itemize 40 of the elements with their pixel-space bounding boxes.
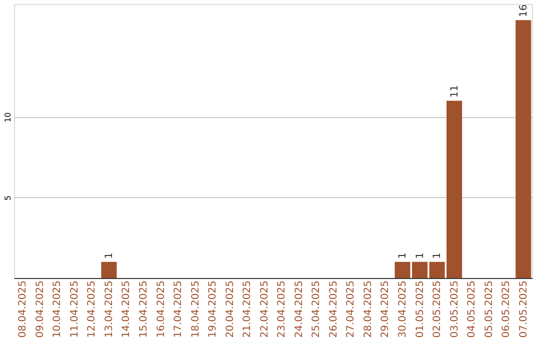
x-tick-label: 08.04.2025	[18, 280, 29, 338]
y-tick-label: 10	[4, 112, 12, 122]
x-tick-label: 22.04.2025	[259, 280, 270, 338]
x-tick-label: 24.04.2025	[294, 280, 305, 338]
x-tick-label: 10.04.2025	[52, 280, 64, 338]
x-tick-label: 02.05.2025	[432, 280, 444, 338]
x-tick-label: 05.05.2025	[484, 280, 495, 338]
x-tick-label: 27.04.2025	[346, 280, 357, 338]
x-tick-label: 17.04.2025	[173, 280, 184, 338]
x-tick-label: 13.04.2025	[104, 280, 115, 338]
x-tick-label: 12.04.2025	[86, 280, 98, 338]
x-tick-label: 19.04.2025	[208, 280, 219, 338]
data-label: 1	[414, 252, 426, 259]
data-label: 11	[449, 84, 460, 98]
x-tick-label: 14.04.2025	[121, 280, 132, 338]
x-tick-label: 15.04.2025	[138, 280, 150, 338]
data-label: 1	[104, 252, 115, 259]
bar	[101, 262, 117, 278]
x-tick-label: 06.05.2025	[501, 280, 512, 338]
x-tick-label: 16.04.2025	[156, 280, 167, 338]
x-tick-label: 07.05.2025	[518, 280, 530, 338]
x-tick-label: 28.04.2025	[362, 280, 374, 338]
x-tick-label: 09.04.2025	[34, 280, 46, 338]
x-tick-label: 18.04.2025	[190, 280, 202, 338]
x-tick-label: 03.05.2025	[449, 280, 460, 338]
x-tick-label: 01.05.2025	[414, 280, 426, 338]
x-tick-label: 25.04.2025	[311, 280, 322, 338]
y-tick-label: 5	[4, 195, 12, 200]
data-label: 1	[432, 252, 444, 259]
x-tick-label: 29.04.2025	[380, 280, 392, 338]
x-tick-label: 21.04.2025	[242, 280, 254, 338]
x-tick-label: 26.04.2025	[328, 280, 340, 338]
x-tick-label: 04.05.2025	[466, 280, 478, 338]
x-tick-label: 11.04.2025	[69, 280, 80, 338]
x-tick-label: 20.04.2025	[224, 280, 236, 338]
x-tick-label: 30.04.2025	[398, 280, 408, 338]
bar	[516, 20, 532, 278]
x-tick-label: 23.04.2025	[276, 280, 288, 338]
data-label: 16	[518, 4, 530, 18]
data-label: 1	[398, 252, 408, 259]
